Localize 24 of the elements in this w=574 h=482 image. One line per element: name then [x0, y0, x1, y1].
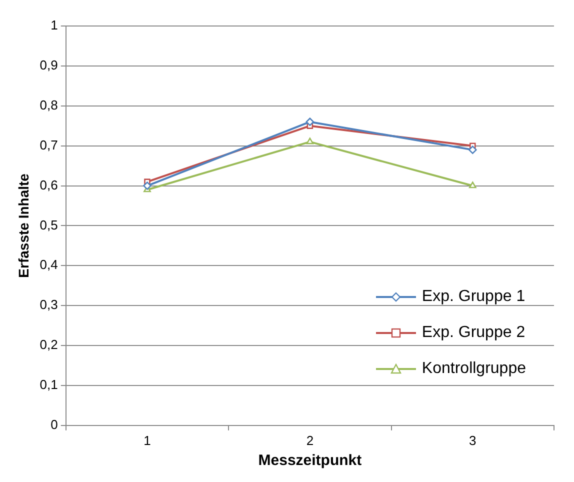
y-tick-label: 0: [50, 416, 58, 432]
point: [468, 146, 477, 154]
x-tick-label: 1: [144, 432, 151, 448]
x-tick-label: 2: [306, 432, 314, 448]
legend-label: Exp. Gruppe 1: [422, 288, 526, 306]
y-tick-label: 1: [50, 18, 58, 33]
y-tick-label: 0,7: [40, 137, 58, 152]
y-tick-label: 0,1: [40, 377, 58, 392]
x-axis-title: Messzeitpunkt: [258, 452, 362, 470]
point: [468, 182, 476, 188]
point: [143, 182, 152, 190]
y-tick-label: 0,4: [40, 257, 58, 272]
y-axis-title: Erfasste Inhalte: [15, 173, 32, 278]
point: [306, 138, 314, 144]
y-tick-label: 0,2: [40, 337, 58, 352]
y-tick-label: 0,8: [40, 97, 58, 112]
point: [306, 118, 314, 126]
y-tick-label: 0,5: [40, 217, 58, 232]
y-tick-label: 0,6: [40, 177, 58, 192]
legend-label: Exp. Gruppe 2: [422, 324, 526, 342]
legend-label: Kontrollgruppe: [422, 360, 526, 378]
y-tick-label: 0,3: [40, 297, 58, 312]
x-tick-label: 3: [469, 432, 476, 448]
y-tick-label: 0,9: [40, 58, 58, 73]
